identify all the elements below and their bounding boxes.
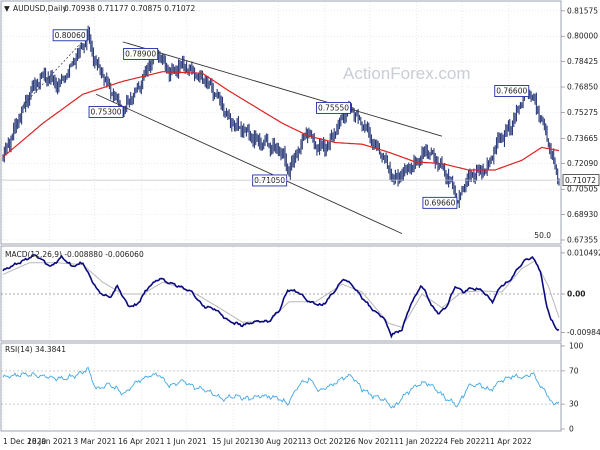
price-label-box [252, 174, 288, 187]
x-tick-label: 11 Jan 2022 [394, 437, 439, 446]
macd-y-tick-label: 0.010492 [567, 248, 600, 257]
x-tick-label: 16 Apr 2021 [118, 437, 165, 446]
macd-layer [1, 254, 561, 339]
x-tick-label: 26 Nov 2021 [346, 437, 394, 446]
ohlc-readout: 0.70938 0.71177 0.70875 0.71072 [64, 4, 195, 13]
price-y-tick-label: 0.81575 [567, 6, 598, 15]
price-label-box [494, 85, 530, 97]
watermark: ActionForex.com [343, 64, 471, 83]
x-tick-label: 24 Feb 2022 [439, 437, 486, 446]
macd-y-tick-label: 0.00 [567, 290, 586, 299]
x-tick-label: 18 Jan 2021 [27, 437, 72, 446]
price-label-text: 0.80060 [55, 31, 86, 40]
current-price-label: 0.71072 [565, 176, 596, 185]
price-y-tick-label: 0.68930 [567, 210, 598, 219]
macd-title: MACD(12,26,9) -0.008880 -0.006060 [5, 250, 144, 259]
x-tick-label: 30 Aug 2021 [254, 437, 302, 446]
rsi-y-tick-label: 30 [569, 400, 579, 409]
chart-grid [1, 2, 561, 430]
macd-line [2, 254, 560, 339]
price-label-box [316, 101, 351, 114]
current-price-box [562, 174, 600, 187]
rsi-panel-frame [0, 342, 562, 432]
price-y-tick-label: 0.76850 [567, 82, 598, 91]
price-y-tick-label: 0.73665 [567, 134, 598, 143]
rsi-y-tick-label: 100 [569, 342, 584, 351]
dashed-projection [22, 35, 89, 106]
x-tick-label: 1 Jun 2021 [166, 437, 207, 446]
price-y-tick-label: 0.67355 [567, 236, 598, 245]
rsi-line [2, 366, 560, 409]
x-tick-label: 13 Oct 2021 [302, 437, 349, 446]
x-tick-label: 3 Mar 2021 [73, 437, 116, 446]
rsi-y-tick-label: 0 [569, 425, 574, 434]
price-label-text: 0.78900 [125, 50, 156, 59]
chart-title-arrow: ▼ [4, 4, 10, 13]
price-label-box [422, 196, 458, 209]
rsi-y-tick-label: 70 [569, 366, 579, 375]
moving-average-line [2, 71, 560, 171]
price-label-box [88, 106, 124, 118]
rsi-layer [1, 366, 561, 409]
symbol-label: AUDUSD,Daily [13, 4, 67, 13]
price-label-text: 0.69660 [424, 199, 455, 208]
price-label-text: 0.75550 [318, 104, 349, 113]
price-y-tick-label: 0.75275 [567, 108, 598, 117]
price-label-box [123, 48, 159, 60]
x-tick-label: 15 Jul 2021 [212, 437, 255, 446]
macd-panel-frame [0, 245, 562, 342]
price-label-text: 0.76600 [496, 87, 527, 96]
trendline [122, 41, 443, 137]
x-tick-label: 11 Apr 2022 [485, 437, 532, 446]
rsi-title: RSI(14) 34.3841 [5, 345, 66, 354]
price-label-text: 0.71050 [254, 176, 285, 185]
trendline [95, 93, 403, 235]
scale-note: 50.0 [534, 231, 551, 240]
price-panel-frame [0, 0, 562, 245]
price-y-tick-label: 0.80000 [567, 32, 598, 41]
x-tick-label: 1 Dec 2020 [3, 437, 46, 446]
price-y-tick-label: 0.72090 [567, 159, 598, 168]
macd-signal-line [2, 260, 560, 328]
price-label-box [52, 29, 88, 42]
macd-y-tick-label: -0.009842 [567, 328, 600, 337]
price-y-tick-label: 0.78425 [567, 57, 598, 66]
price-y-tick-label: 0.70505 [567, 185, 598, 194]
price-layer: 0.80060 0.78900 0.75300 0.75550 0.71050 0.696… [1, 25, 600, 240]
price-label-text: 0.75300 [91, 108, 122, 117]
